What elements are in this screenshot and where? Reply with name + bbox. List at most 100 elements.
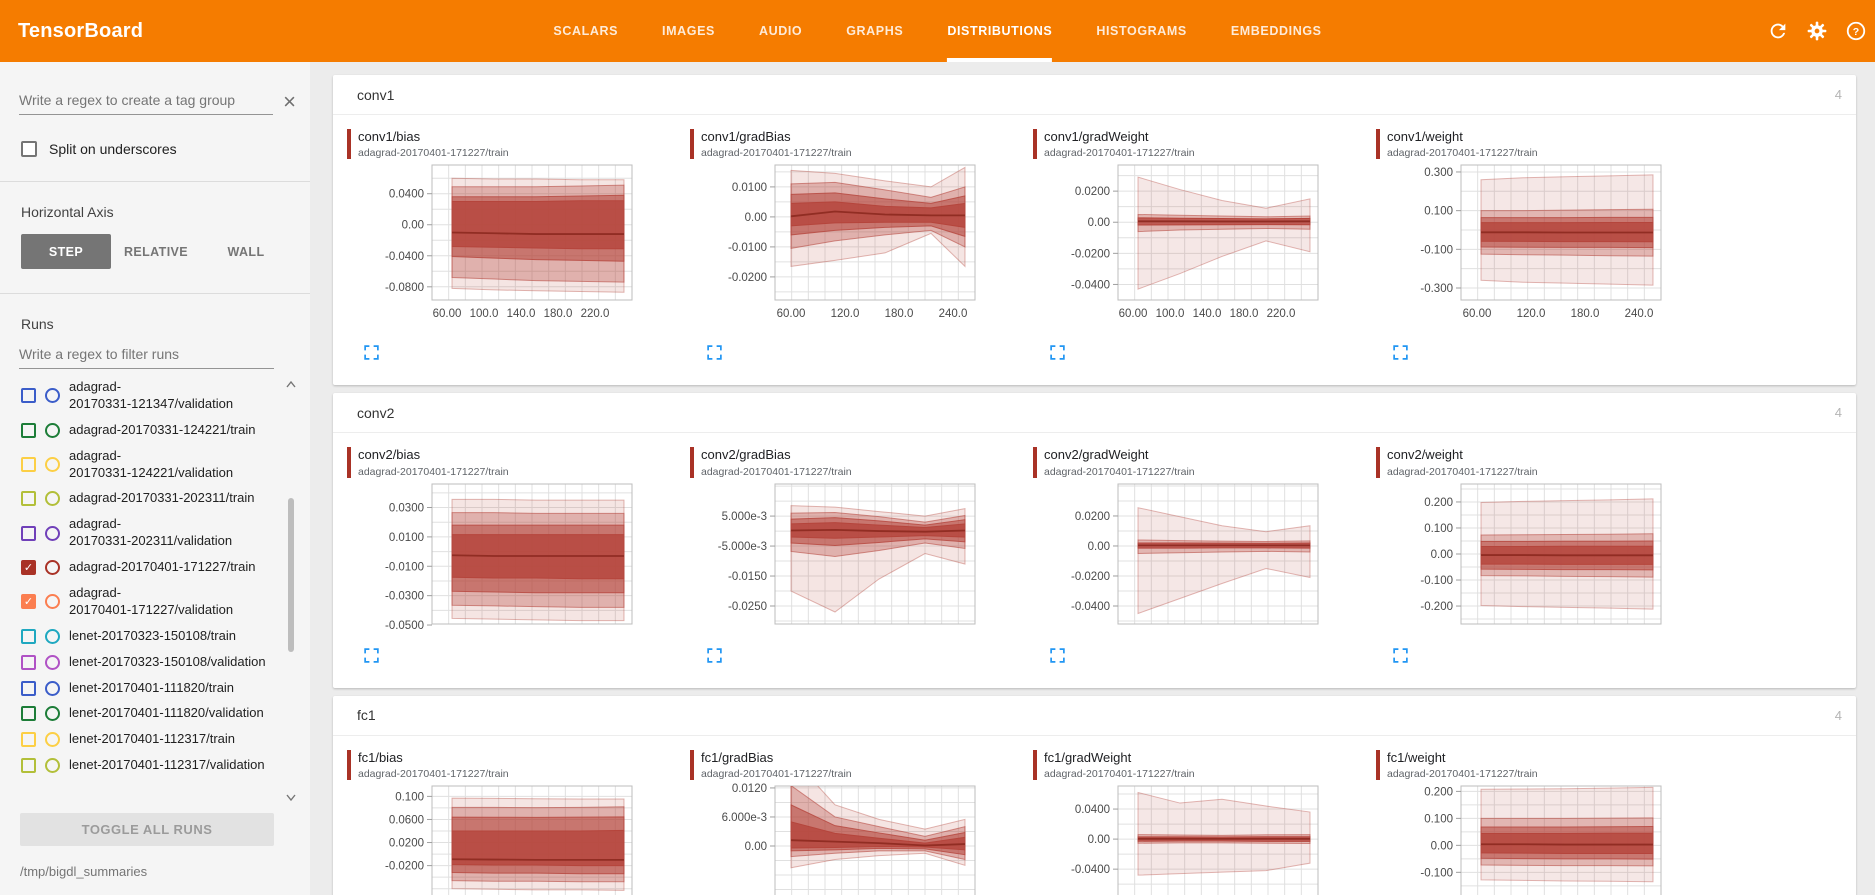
tab-graphs[interactable]: GRAPHS [846,24,904,38]
expand-icon[interactable] [363,344,380,361]
run-checkbox-icon[interactable] [21,491,36,507]
run-checkbox-icon[interactable] [21,525,36,541]
run-row[interactable]: lenet-20170401-112317/validation [21,757,274,774]
svg-text:240.0: 240.0 [1625,308,1654,320]
close-icon[interactable]: × [283,88,296,114]
axis-option-wall[interactable]: WALL [227,244,265,259]
expand-icon[interactable] [706,344,723,361]
distribution-plot[interactable]: 0.0400 0.00 -0.0400 -0.0800 60.00 100.0 140.0 1… [347,159,677,327]
run-radio-icon[interactable] [45,758,60,774]
distribution-plot[interactable]: 0.0400 0.00 -0.0400 [1033,780,1363,895]
run-row[interactable]: lenet-20170401-112317/train [21,731,274,748]
distribution-plot[interactable]: 0.300 0.100 -0.100 -0.300 60.00 120.0 180.0 240… [1376,159,1706,327]
section-header-conv1[interactable]: conv1 4 [333,75,1856,115]
run-radio-icon[interactable] [45,706,60,722]
section-header-conv2[interactable]: conv2 4 [333,393,1856,434]
runs-regex-input[interactable] [19,342,274,369]
distribution-plot[interactable]: 0.200 0.100 0.00 -0.100 [1376,780,1706,895]
expand-icon[interactable] [1049,344,1066,361]
axis-option-relative[interactable]: RELATIVE [123,244,189,259]
distribution-plot[interactable]: 0.0100 0.00 -0.0100 -0.0200 60.00 120.0 180.0 2… [690,159,1020,327]
run-radio-icon[interactable] [45,491,60,507]
run-checkbox-icon[interactable] [21,758,36,774]
run-radio-icon[interactable] [45,654,60,670]
run-color-bar [1376,749,1380,780]
tab-images[interactable]: IMAGES [662,24,715,38]
split-underscores-checkbox[interactable]: Split on underscores [21,141,291,157]
app-title: TensorBoard [18,19,144,42]
axis-option-step[interactable]: STEP [21,234,111,269]
run-radio-icon[interactable] [45,628,60,644]
run-row[interactable]: adagrad-20170331-124221/train [21,422,274,439]
chart-title-row: conv2/gradBias adagrad-20170401-171227/tr… [690,447,1020,478]
run-row[interactable]: ✓ adagrad-20170401-171227/train [21,559,274,576]
runs-scrollbar[interactable] [284,381,298,801]
svg-text:0.200: 0.200 [1424,786,1453,798]
section-header-fc1[interactable]: fc1 4 [333,696,1856,736]
checkbox-icon[interactable] [21,141,37,157]
run-name: adagrad- 20170331-121347/validation [69,379,234,411]
run-radio-icon[interactable] [45,422,60,438]
expand-icon[interactable] [1049,647,1066,664]
run-row[interactable]: adagrad- 20170331-124221/validation [21,448,274,482]
run-checkbox-icon[interactable] [21,422,36,438]
tab-embeddings[interactable]: EMBEDDINGS [1230,24,1322,38]
expand-icon[interactable] [1392,344,1409,361]
run-radio-icon[interactable] [45,732,60,748]
run-row[interactable]: ✓ adagrad- 20170401-171227/validation [21,585,274,619]
scroll-up-icon[interactable] [286,381,296,388]
distribution-plot[interactable]: 0.0200 0.00 -0.0200 -0.0400 60.00 100.0 140.0 1… [1033,159,1363,327]
refresh-icon[interactable] [1767,20,1789,42]
toggle-all-runs-button[interactable]: TOGGLE ALL RUNS [20,813,274,846]
run-checkbox-checked-icon[interactable]: ✓ [21,560,36,576]
run-radio-icon[interactable] [45,525,60,541]
run-checkbox-icon[interactable] [21,457,36,473]
run-row[interactable]: adagrad- 20170331-202311/validation [21,516,274,550]
svg-text:0.0200: 0.0200 [1075,510,1110,522]
tag-regex-input[interactable] [19,88,274,115]
run-radio-icon[interactable] [45,457,60,473]
distribution-plot[interactable]: 0.0200 0.00 -0.0200 -0.0400 [1033,478,1363,630]
scrollbar-thumb[interactable] [288,497,294,652]
run-radio-icon[interactable] [45,388,60,404]
scrollbar-track[interactable] [286,388,296,794]
run-checkbox-checked-icon[interactable]: ✓ [21,594,36,610]
run-color-bar [1033,129,1037,160]
run-radio-icon[interactable] [45,560,60,576]
run-row[interactable]: lenet-20170323-150108/validation [21,654,274,671]
run-row[interactable]: lenet-20170401-111820/validation [21,705,274,722]
distribution-plot[interactable]: 0.0120 6.000e-3 0.00 [690,780,1020,895]
run-row[interactable]: lenet-20170401-111820/train [21,680,274,697]
chart-title: conv2/bias [358,447,421,463]
tab-histograms[interactable]: HISTOGRAMS [1096,24,1187,38]
distribution-plot[interactable]: 0.100 0.0600 0.0200 -0.0200 [347,780,677,895]
svg-text:0.0400: 0.0400 [1075,804,1110,816]
expand-icon[interactable] [1392,647,1409,664]
chart-title-row: conv2/gradWeight adagrad-20170401-171227/… [1033,447,1363,478]
run-checkbox-icon[interactable] [21,680,36,696]
run-checkbox-icon[interactable] [21,732,36,748]
run-row[interactable]: adagrad- 20170331-121347/validation [21,379,274,413]
distribution-plot[interactable]: 5.000e-3 -5.000e-3 -0.0150 -0.0250 [690,478,1020,630]
run-row[interactable]: lenet-20170323-150108/train [21,628,274,645]
run-checkbox-icon[interactable] [21,628,36,644]
distribution-plot[interactable]: 0.0300 0.0100 -0.0100 -0.0300 -0.0500 [347,478,677,632]
run-checkbox-icon[interactable] [21,654,36,670]
chart-title: fc1/gradWeight [1044,749,1132,765]
expand-icon[interactable] [706,647,723,664]
svg-text:-0.0200: -0.0200 [1071,249,1110,261]
tab-distributions[interactable]: DISTRIBUTIONS [947,0,1053,62]
chart-title-block: conv2/weight adagrad-20170401-171227/trai… [1387,447,1538,477]
run-checkbox-icon[interactable] [21,706,36,722]
tab-scalars[interactable]: SCALARS [553,24,619,38]
run-radio-icon[interactable] [45,594,60,610]
help-icon[interactable]: ? [1845,20,1867,42]
tab-audio[interactable]: AUDIO [758,24,803,38]
run-row[interactable]: adagrad-20170331-202311/train [21,490,274,507]
run-radio-icon[interactable] [45,680,60,696]
distribution-plot[interactable]: 0.200 0.100 0.00 -0.100 -0.200 [1376,478,1706,630]
run-checkbox-icon[interactable] [21,388,36,404]
expand-icon[interactable] [363,647,380,664]
scroll-down-icon[interactable] [286,794,296,801]
settings-gear-icon[interactable] [1806,20,1828,42]
